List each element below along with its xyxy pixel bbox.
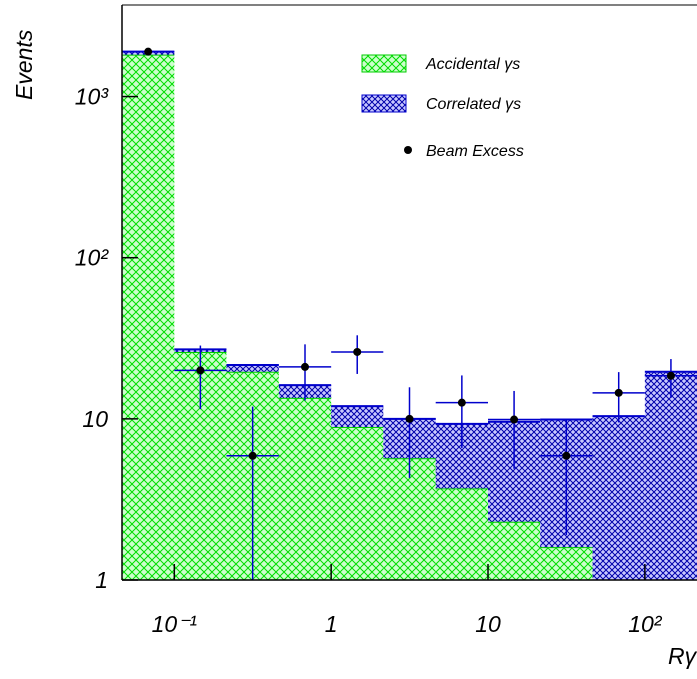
- x-tick-label: 1: [325, 611, 338, 637]
- hist-bar: [488, 521, 541, 580]
- hist-bar: [331, 406, 384, 428]
- legend-label: Accidental γs: [425, 56, 520, 73]
- hist-bar: [592, 416, 645, 580]
- data-point: [353, 347, 362, 356]
- legend-marker: [404, 146, 412, 154]
- data-point: [666, 371, 675, 380]
- data-point: [196, 366, 205, 375]
- hist-bar: [644, 371, 697, 580]
- data-point: [248, 451, 257, 460]
- x-tick-label: 10⁻¹: [152, 611, 198, 637]
- hist-bar: [435, 488, 489, 580]
- legend-swatch: [361, 94, 407, 113]
- data-point: [562, 451, 571, 460]
- x-tick-label: 10: [475, 611, 501, 637]
- hist-bar: [540, 547, 593, 580]
- data-point: [614, 388, 623, 397]
- x-tick-label: 10²: [628, 611, 663, 637]
- hist-bar: [383, 458, 436, 580]
- legend-swatch: [361, 54, 407, 73]
- data-point: [405, 414, 414, 423]
- hist-bar: [226, 364, 279, 372]
- y-tick-label: 10³: [75, 84, 110, 110]
- y-tick-label: 10: [82, 406, 108, 432]
- data-point: [510, 415, 519, 424]
- y-axis-label: Events: [11, 29, 37, 100]
- legend-label: Correlated γs: [426, 96, 521, 113]
- y-tick-label: 10²: [75, 245, 110, 271]
- data-point: [144, 47, 153, 56]
- legend-label: Beam Excess: [426, 143, 524, 160]
- hist-bar: [122, 54, 175, 580]
- data-point: [301, 362, 310, 371]
- x-axis-label: Rγ: [668, 643, 697, 669]
- hist-bar: [331, 427, 384, 580]
- y-tick-label: 1: [95, 567, 108, 593]
- hist-bar: [278, 397, 332, 580]
- data-point: [457, 398, 466, 407]
